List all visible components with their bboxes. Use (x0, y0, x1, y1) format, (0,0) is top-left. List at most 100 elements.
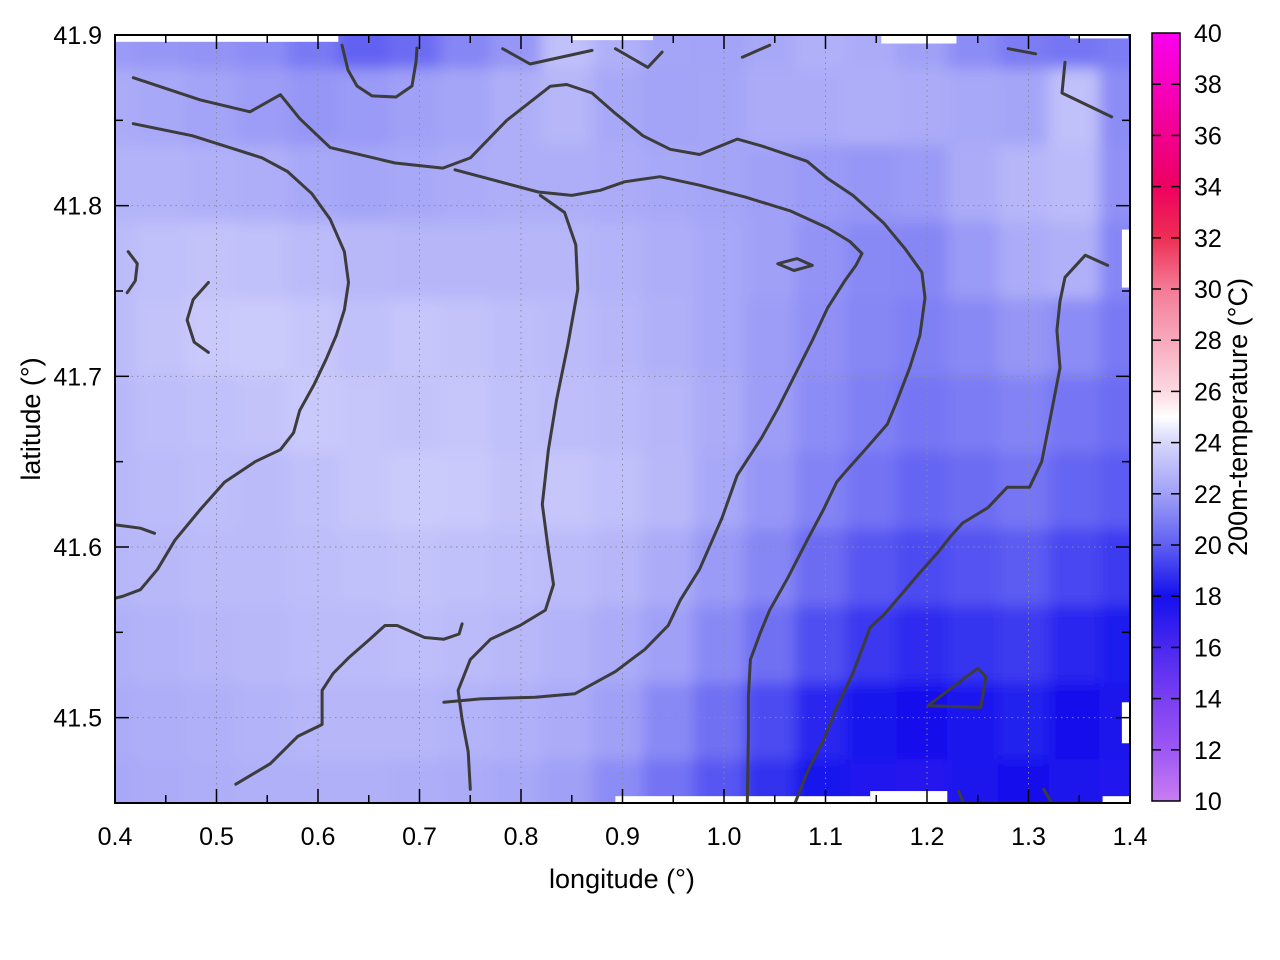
colorbar-title: 200m-temperature (°C) (1223, 278, 1253, 556)
heatmap-cell (338, 298, 400, 386)
heatmap-cell (1099, 298, 1130, 386)
heatmap-cell (947, 222, 1009, 309)
colorbar-tick-label: 16 (1194, 634, 1222, 662)
heatmap-cell (744, 298, 806, 386)
contour-bottom-left-rise (234, 622, 464, 786)
heatmap-cell (439, 298, 501, 386)
heatmap-cell (947, 298, 1009, 386)
heatmap-cell (947, 606, 1009, 693)
heatmap-cell (135, 529, 197, 616)
contour-frag-topright-dash (1006, 47, 1038, 56)
heatmap-cell (642, 222, 704, 309)
contour-frag-bottom-tick-1 (957, 789, 965, 803)
heatmap-cell (642, 375, 704, 463)
colorbar-tick-label: 38 (1194, 71, 1222, 99)
colorbar-tick-label: 24 (1194, 430, 1222, 458)
contour-frag-topright-elbow (1060, 60, 1114, 119)
contour-frag-left-stub (115, 523, 157, 535)
heatmap-cell (338, 375, 400, 463)
contour-left-loop (115, 122, 350, 600)
heatmap-cell (135, 222, 197, 309)
no-data-gap (615, 796, 871, 803)
heatmap-cell (236, 606, 298, 693)
y-tick-label: 41.6 (53, 534, 102, 562)
x-tick-label: 0.9 (605, 823, 640, 851)
colorbar-tick-label: 36 (1194, 122, 1222, 150)
heatmap-cell (947, 145, 1009, 232)
y-tick-label: 41.5 (53, 705, 102, 733)
colorbar-tick-label: 40 (1194, 20, 1222, 48)
heatmap-cell (744, 68, 806, 156)
x-tick-label: 0.4 (98, 823, 133, 851)
heatmap-cell (1099, 145, 1130, 232)
colorbar-tick-label: 28 (1194, 327, 1222, 355)
contour-frag-triangle-loop (926, 666, 988, 709)
heatmap-cell (693, 606, 755, 693)
colorbar-tick-label: 18 (1194, 583, 1222, 611)
heatmap-cell (490, 606, 552, 693)
heatmap-cell (439, 529, 501, 616)
no-data-gap (115, 35, 339, 42)
heatmap-cell (287, 606, 349, 693)
no-data-gap (1070, 35, 1128, 39)
colorbar-tick-label: 20 (1194, 532, 1222, 560)
heatmap-cell (1048, 452, 1110, 540)
contour-frag-top-dash (740, 43, 772, 59)
heatmap-cell (439, 452, 501, 540)
y-tick-label: 41.9 (53, 22, 102, 50)
no-data-gap (870, 791, 948, 803)
colorbar-tick-label: 34 (1194, 174, 1222, 202)
y-tick-label: 41.7 (53, 363, 102, 391)
x-tick-label: 1.2 (910, 823, 945, 851)
heatmap-cell (541, 145, 603, 232)
plot-area (115, 35, 1130, 803)
heatmap-cell (998, 682, 1059, 770)
heatmap-cell (338, 68, 400, 156)
heatmap-cell (236, 375, 298, 463)
heatmap-cell (338, 682, 400, 770)
heatmap-cell (135, 375, 197, 463)
grid-lines (115, 35, 1130, 803)
heatmap-cell (947, 68, 1009, 156)
y-axis-title: latitude (°) (16, 357, 46, 480)
heatmap-cell (693, 682, 755, 770)
heatmap-cell (1099, 68, 1130, 156)
colorbar-gradient (1152, 33, 1180, 801)
heatmap-cell (541, 298, 603, 386)
heatmap-cell (338, 145, 400, 232)
heatmap-cell (338, 606, 400, 693)
axis-ticks (114, 34, 1131, 804)
heatmap-cell (338, 529, 400, 616)
y-tick-label: 41.8 (53, 193, 102, 221)
colorbar: 10 12 14 16 18 20 22 24 26 28 30 32 34 36 38 40 (1151, 20, 1222, 816)
contour-outer-long (131, 76, 927, 803)
contour-lines (115, 43, 1114, 803)
tick-labels: 0.4 0.5 0.6 0.7 0.8 0.9 1.0 1.1 1.2 1.3 1.4 41.5 41.… (53, 22, 1147, 851)
colorbar-frame (1151, 32, 1181, 802)
heatmap-cell (338, 452, 400, 540)
x-tick-label: 1.0 (707, 823, 742, 851)
heatmap-cell (186, 682, 247, 770)
heatmap-cell (186, 606, 247, 693)
heatmap-cell (135, 682, 197, 770)
heatmap-cell (1048, 145, 1110, 232)
heatmap-cell (338, 222, 400, 309)
heatmap-cell (1048, 606, 1110, 693)
heatmap-cell (845, 452, 907, 540)
heatmap-cell (1099, 759, 1130, 803)
contour-frag-top-check (613, 47, 664, 69)
contour-frag-diamond-loop (776, 257, 814, 272)
x-tick-label: 0.5 (199, 823, 234, 851)
heatmap-cell (795, 606, 856, 693)
heatmap-cell (1048, 375, 1110, 463)
heatmap-cell (642, 145, 704, 232)
heatmap-cell (135, 606, 197, 693)
heatmap-cell (1048, 222, 1110, 309)
heatmap-cell (642, 298, 704, 386)
no-data-gap (1121, 229, 1130, 288)
heatmap-cell (896, 682, 958, 770)
heatmap-cell (947, 682, 1009, 770)
heatmap-cell (642, 606, 704, 693)
no-data-gap (571, 35, 653, 41)
